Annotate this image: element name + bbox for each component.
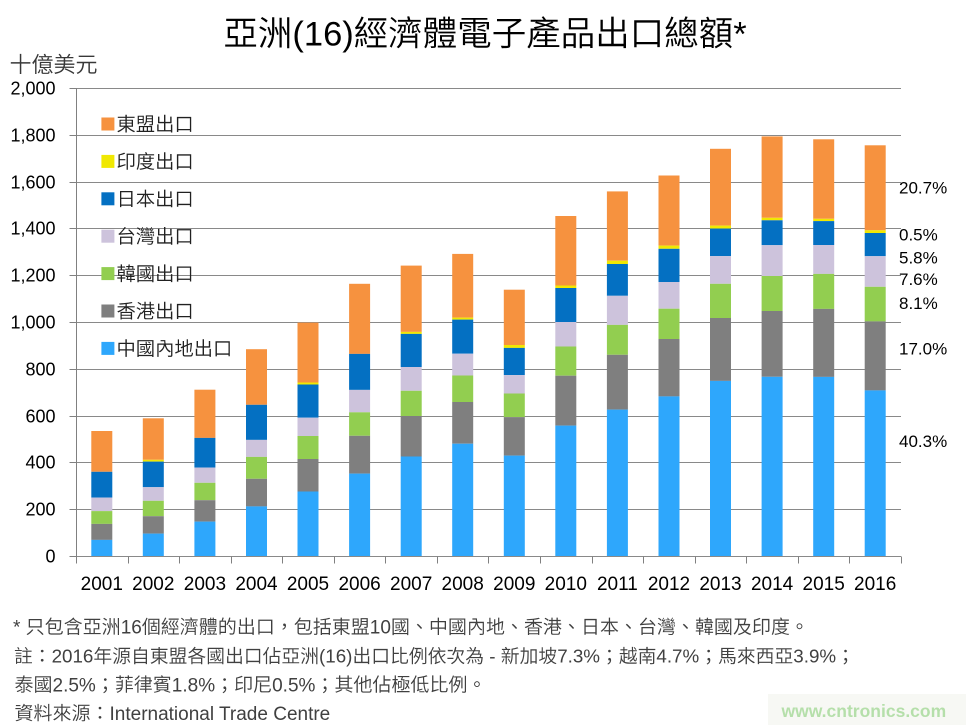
svg-text:2011: 2011 bbox=[597, 574, 638, 595]
svg-text:2008: 2008 bbox=[442, 574, 484, 595]
svg-text:2004: 2004 bbox=[235, 574, 278, 595]
svg-text:2001: 2001 bbox=[81, 574, 123, 595]
svg-text:4.7%: 4.7% bbox=[656, 646, 699, 667]
svg-text:10: 10 bbox=[370, 618, 391, 639]
svg-text:2013: 2013 bbox=[699, 574, 741, 595]
svg-text:1,000: 1,000 bbox=[10, 313, 55, 333]
svg-text:2016: 2016 bbox=[854, 574, 896, 595]
svg-text:3.9%: 3.9% bbox=[793, 646, 836, 667]
svg-text:8.1%: 8.1% bbox=[899, 294, 938, 313]
svg-text:0: 0 bbox=[45, 547, 55, 567]
svg-text:800: 800 bbox=[25, 360, 55, 380]
svg-text:7.3%: 7.3% bbox=[557, 646, 600, 667]
svg-text:-: - bbox=[484, 646, 501, 667]
svg-text:1,800: 1,800 bbox=[10, 126, 55, 146]
svg-text:2015: 2015 bbox=[803, 574, 845, 595]
svg-text:1,200: 1,200 bbox=[10, 266, 55, 286]
svg-text:2,000: 2,000 bbox=[10, 79, 55, 99]
svg-text:2005: 2005 bbox=[287, 574, 329, 595]
svg-text:2002: 2002 bbox=[132, 574, 174, 595]
svg-text:0.5%: 0.5% bbox=[272, 675, 315, 696]
svg-text:400: 400 bbox=[25, 453, 55, 473]
svg-text:2003: 2003 bbox=[184, 574, 226, 595]
svg-text:0.5%: 0.5% bbox=[899, 225, 938, 244]
svg-text:2016: 2016 bbox=[52, 646, 94, 667]
svg-text:1.8%: 1.8% bbox=[172, 675, 215, 696]
svg-text:2012: 2012 bbox=[648, 574, 690, 595]
svg-text:(16): (16) bbox=[319, 646, 352, 667]
svg-text:2009: 2009 bbox=[493, 574, 535, 595]
svg-text:5.8%: 5.8% bbox=[899, 248, 938, 267]
svg-text:20.7%: 20.7% bbox=[899, 178, 947, 197]
svg-text:(16): (16) bbox=[292, 16, 353, 54]
svg-text:7.6%: 7.6% bbox=[899, 270, 938, 289]
svg-text:17.0%: 17.0% bbox=[899, 340, 947, 359]
svg-text:International Trade Centre: International Trade Centre bbox=[110, 704, 331, 725]
svg-text:16: 16 bbox=[121, 618, 142, 639]
svg-text:2006: 2006 bbox=[338, 574, 380, 595]
svg-text:600: 600 bbox=[25, 407, 55, 427]
svg-text:*: * bbox=[733, 16, 746, 54]
svg-text:200: 200 bbox=[25, 500, 55, 520]
svg-text:*: * bbox=[13, 618, 26, 639]
svg-text:1,400: 1,400 bbox=[10, 219, 55, 239]
svg-text:1,600: 1,600 bbox=[10, 173, 55, 193]
svg-text:www.cntronics.com: www.cntronics.com bbox=[781, 701, 947, 721]
svg-text:2010: 2010 bbox=[545, 574, 587, 595]
svg-text:2007: 2007 bbox=[390, 574, 432, 595]
svg-text:2014: 2014 bbox=[751, 574, 794, 595]
svg-text:2.5%: 2.5% bbox=[53, 675, 96, 696]
svg-text:40.3%: 40.3% bbox=[899, 432, 947, 451]
